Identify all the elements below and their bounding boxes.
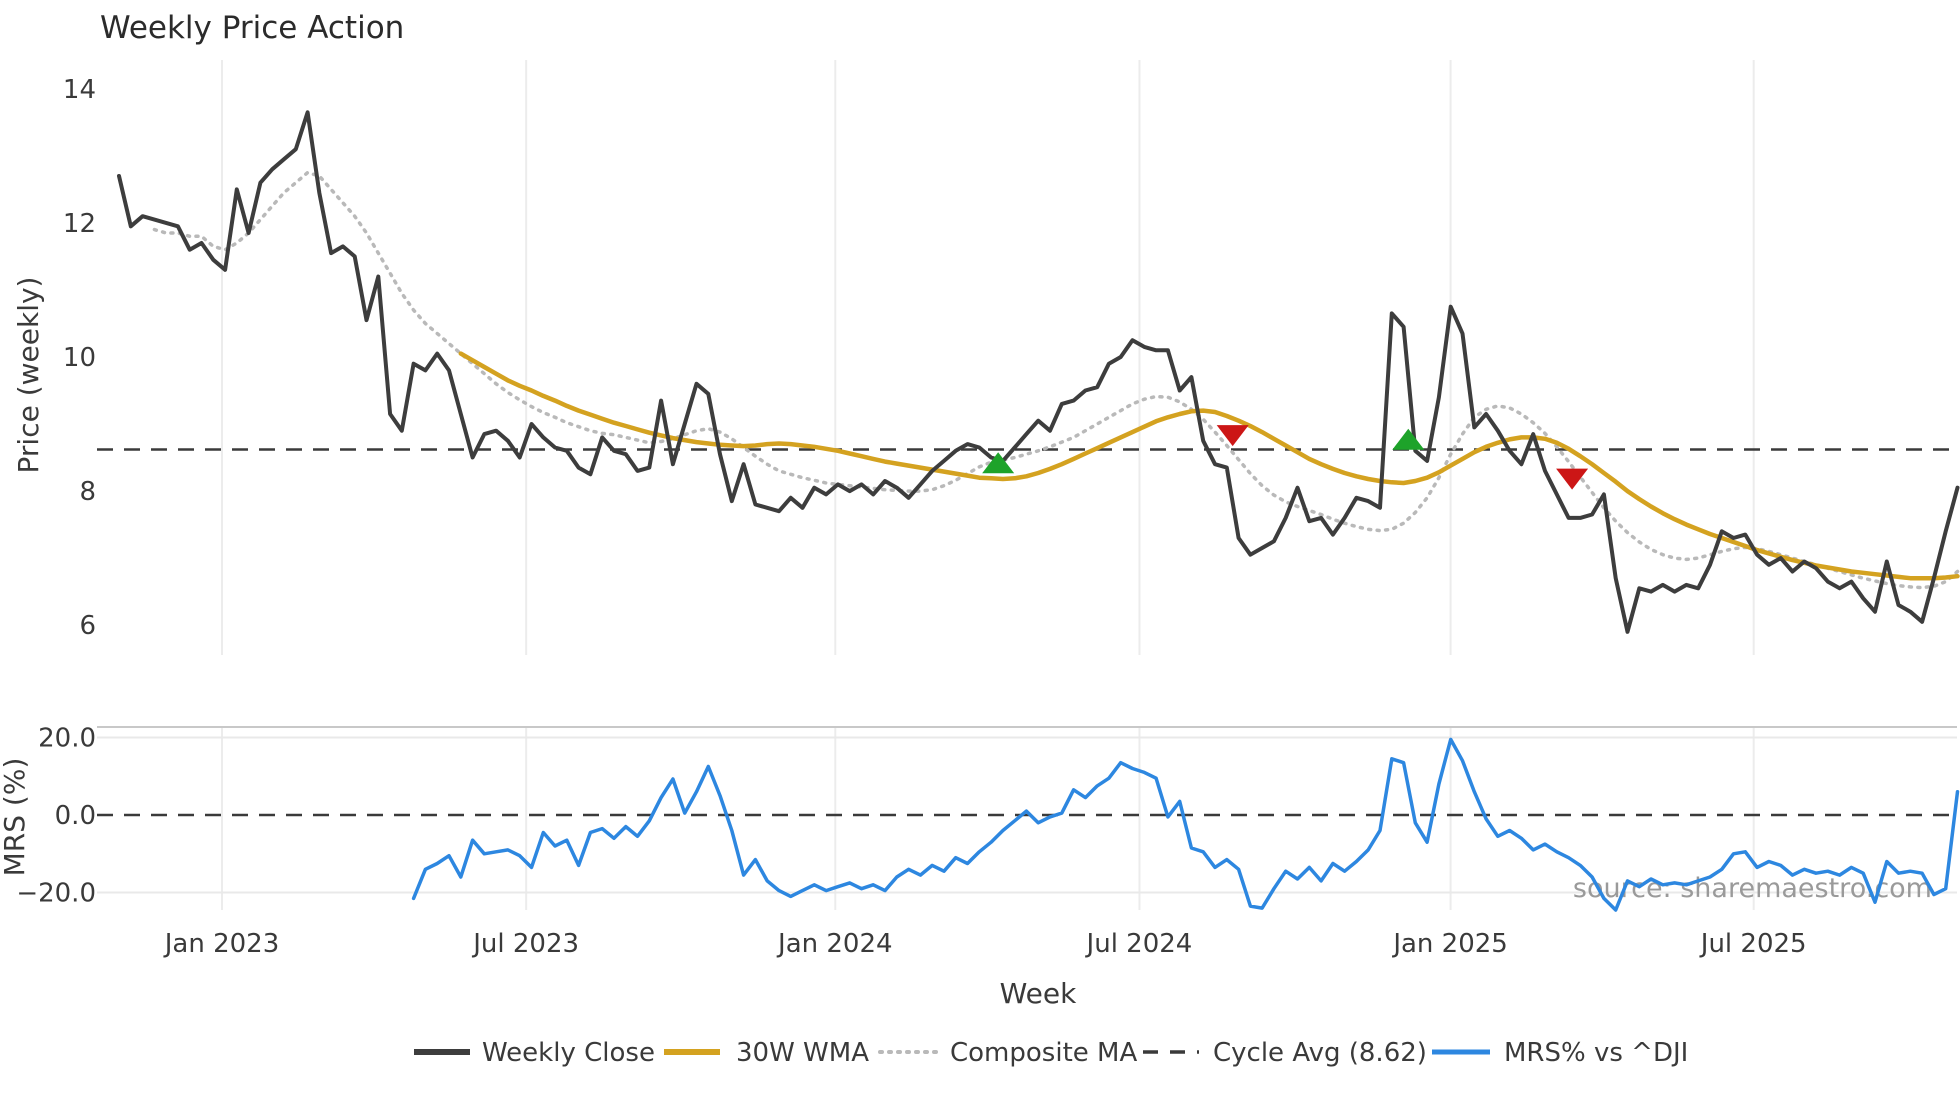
mrs-y-tick-label: 20.0: [38, 723, 96, 753]
x-tick-label: Jul 2024: [1085, 929, 1193, 959]
axis-tick-layer: 14 12 10 8 6 20.0 0.0 −20.0 Jan 2023 Jul 2023 Jan …: [16, 75, 1806, 959]
legend-label-mrs: MRS% vs ^DJI: [1504, 1038, 1688, 1068]
legend-label-weekly-close: Weekly Close: [482, 1038, 655, 1068]
marker-layer: [982, 425, 1589, 490]
sell-marker: [1556, 468, 1589, 490]
mrs-axis-label: MRS (%): [0, 758, 31, 877]
x-tick-label: Jan 2023: [163, 929, 280, 959]
x-tick-label: Jan 2025: [1391, 929, 1508, 959]
composite-ma-line: [152, 170, 1960, 590]
price-y-tick-label: 6: [79, 611, 96, 641]
buy-marker: [982, 452, 1015, 474]
legend-label-cycle-avg: Cycle Avg (8.62): [1213, 1038, 1427, 1068]
grid-layer: [97, 60, 1957, 910]
price-y-tick-label: 12: [63, 209, 96, 239]
wma-line: [458, 351, 1960, 581]
price-axis-label: Price (weekly): [12, 277, 45, 474]
sell-marker: [1216, 425, 1249, 447]
price-line: [117, 110, 1960, 634]
legend-label-30w-wma: 30W WMA: [736, 1038, 869, 1068]
mrs-y-tick-label: −20.0: [16, 879, 96, 909]
x-tick-label: Jan 2024: [776, 929, 893, 959]
legend-label-composite-ma: Composite MA: [950, 1038, 1137, 1068]
mrs-y-tick-label: 0.0: [55, 801, 96, 831]
page-title: Weekly Price Action: [100, 10, 404, 46]
x-tick-label: Jul 2023: [471, 929, 579, 959]
mrs-line: [411, 737, 1960, 912]
price-y-tick-label: 10: [63, 343, 96, 373]
x-tick-label: Jul 2025: [1699, 929, 1807, 959]
price-y-tick-label: 8: [79, 477, 96, 507]
price-y-tick-label: 14: [63, 75, 96, 105]
buy-marker: [1392, 428, 1425, 450]
x-axis-title: Week: [1000, 977, 1077, 1010]
legend: Weekly Close 30W WMA Composite MA Cycle …: [414, 1038, 1688, 1068]
series-layer: [97, 110, 1960, 912]
